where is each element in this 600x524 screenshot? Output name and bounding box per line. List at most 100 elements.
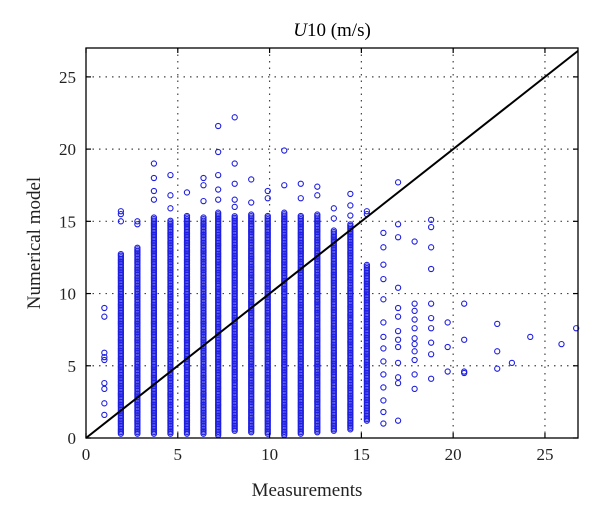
data-point xyxy=(494,320,501,328)
data-point xyxy=(150,187,158,195)
data-point xyxy=(314,192,321,199)
data-point xyxy=(411,307,418,315)
data-point xyxy=(347,190,354,198)
data-point xyxy=(200,182,207,189)
y-tick-label: 15 xyxy=(59,212,76,231)
data-point xyxy=(183,189,191,196)
data-point xyxy=(363,261,371,269)
data-point xyxy=(427,223,435,231)
data-point xyxy=(281,182,288,189)
data-point xyxy=(101,400,108,407)
data-point xyxy=(427,216,435,224)
data-point xyxy=(394,234,402,241)
data-point xyxy=(101,349,108,356)
data-point xyxy=(150,196,158,203)
data-point xyxy=(101,356,108,364)
data-point xyxy=(427,314,435,322)
data-point xyxy=(330,227,337,234)
x-axis-label: Measurements xyxy=(252,480,363,501)
data-point xyxy=(380,384,387,391)
chart-title-rest: 10 (m/s) xyxy=(307,20,371,41)
data-point xyxy=(101,385,108,393)
data-point xyxy=(117,250,125,258)
data-point xyxy=(380,244,387,251)
data-point xyxy=(394,359,402,367)
data-point xyxy=(411,300,418,307)
data-point xyxy=(380,296,387,303)
data-point xyxy=(117,210,125,218)
data-point xyxy=(427,351,435,358)
data-point xyxy=(264,195,271,202)
data-point xyxy=(394,336,402,343)
x-tick-label: 15 xyxy=(353,445,370,464)
data-point xyxy=(394,327,402,335)
data-point xyxy=(101,304,108,312)
data-point xyxy=(215,148,222,156)
data-point xyxy=(264,187,271,195)
data-point xyxy=(380,420,387,427)
data-point xyxy=(167,205,174,212)
data-point xyxy=(150,174,158,182)
data-point xyxy=(427,265,435,273)
data-point xyxy=(215,171,222,179)
data-point xyxy=(380,333,387,341)
data-point xyxy=(444,368,451,375)
data-point xyxy=(231,203,238,211)
data-point xyxy=(394,313,402,320)
data-point xyxy=(264,212,271,220)
data-point xyxy=(394,284,402,291)
data-point xyxy=(461,300,468,307)
data-point xyxy=(380,345,387,352)
data-point xyxy=(231,180,238,187)
data-point xyxy=(427,339,435,346)
data-point xyxy=(461,368,468,375)
data-point xyxy=(183,212,191,220)
data-point xyxy=(167,192,174,199)
data-point xyxy=(444,343,451,351)
data-point xyxy=(380,319,387,326)
data-point xyxy=(411,238,418,245)
data-point xyxy=(314,211,321,218)
data-point xyxy=(215,122,222,130)
data-points xyxy=(101,114,580,439)
data-point xyxy=(248,211,255,218)
data-point xyxy=(117,208,125,215)
data-point xyxy=(380,229,387,237)
data-point xyxy=(231,160,238,167)
data-point xyxy=(411,371,418,378)
data-point xyxy=(297,180,304,187)
data-point xyxy=(394,179,402,186)
data-point xyxy=(363,208,371,215)
data-point xyxy=(527,333,534,341)
y-tick-label: 25 xyxy=(59,68,76,87)
data-point xyxy=(380,261,387,268)
data-point xyxy=(380,358,387,365)
data-point xyxy=(411,340,418,348)
data-point xyxy=(427,244,435,251)
reference-line xyxy=(85,50,579,439)
data-point xyxy=(134,244,141,251)
data-point xyxy=(231,114,238,121)
data-point xyxy=(200,197,207,205)
data-point xyxy=(411,335,418,342)
y-tick-label: 0 xyxy=(68,429,77,448)
data-point xyxy=(167,171,174,179)
data-point xyxy=(411,348,418,355)
data-point xyxy=(167,217,174,224)
data-point xyxy=(215,186,222,193)
x-tick-label: 5 xyxy=(174,445,183,464)
data-point xyxy=(394,417,402,424)
plot-frame xyxy=(85,47,579,439)
data-point xyxy=(281,209,288,216)
x-tick-label: 25 xyxy=(536,445,553,464)
data-point xyxy=(231,213,238,220)
data-point xyxy=(394,374,402,381)
chart-title: U10 (m/s) xyxy=(293,20,371,41)
data-point xyxy=(215,196,222,203)
data-point xyxy=(494,365,501,372)
data-point xyxy=(314,183,321,190)
data-point xyxy=(101,353,108,361)
chart-title-italic: U xyxy=(293,20,308,41)
data-point xyxy=(297,195,304,202)
